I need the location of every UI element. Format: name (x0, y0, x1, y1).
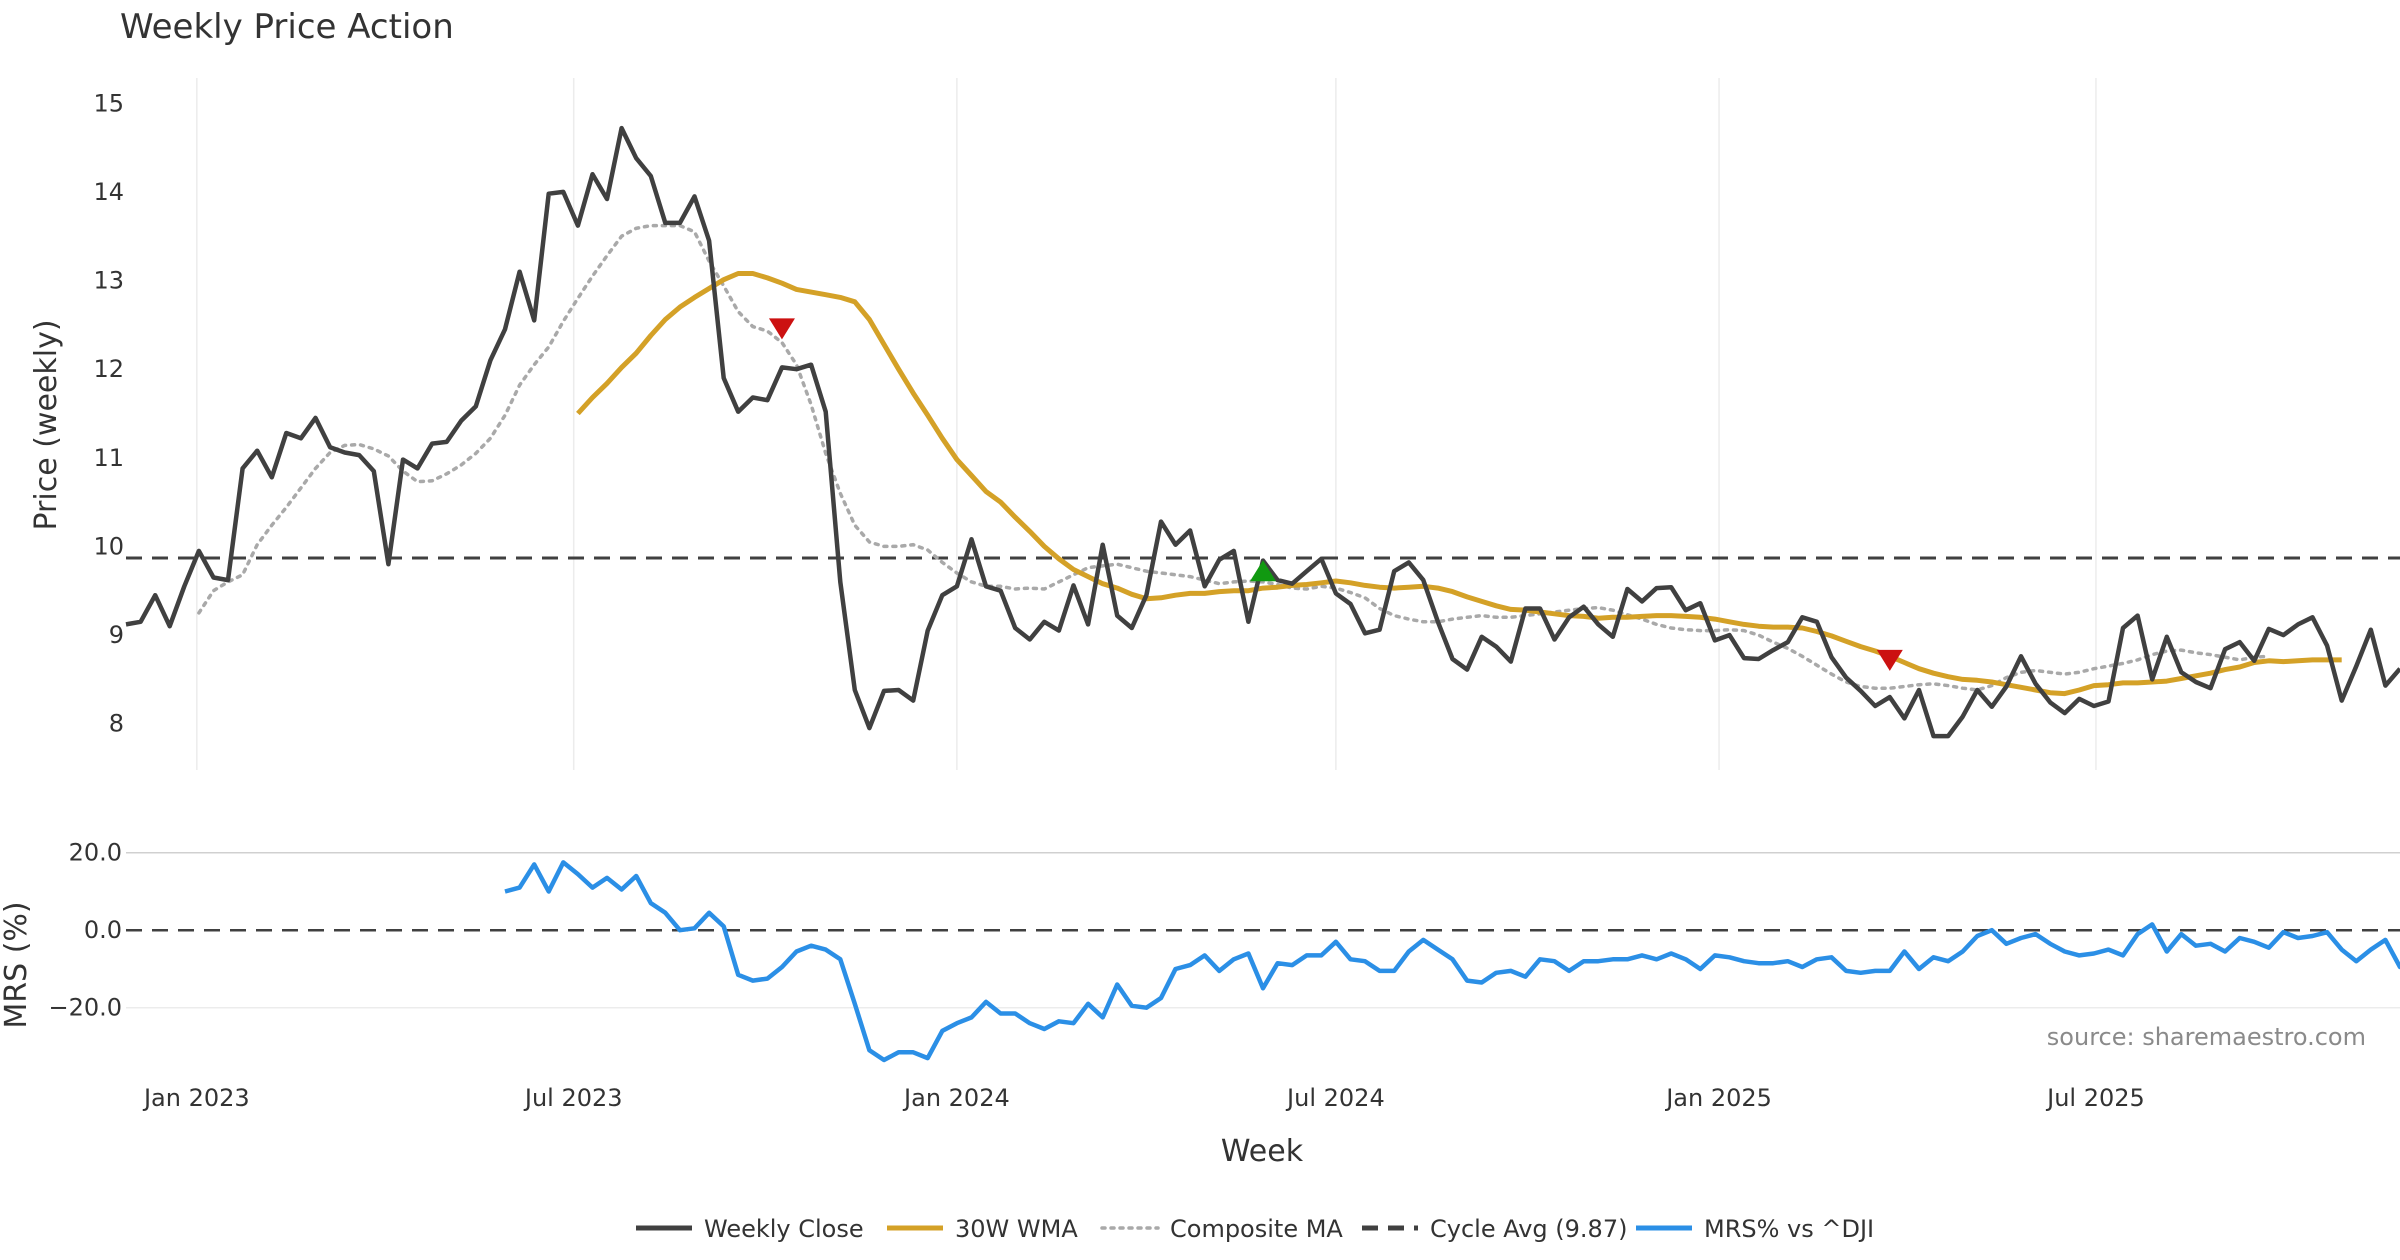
x-axis-title: Week (1221, 1134, 1304, 1169)
legend-label: Cycle Avg (9.87) (1430, 1215, 1627, 1243)
wma30-line (576, 271, 2342, 697)
composite-ma-line (197, 223, 2271, 692)
price-y-tick-label: 14 (93, 178, 124, 206)
price-y-tick-label: 9 (109, 621, 124, 649)
reference-lines (126, 556, 2400, 932)
grid-layer (126, 78, 2400, 1009)
legend: Weekly Close 30W WMA Composite MA Cycle Avg… (636, 1215, 1874, 1243)
price-y-tick-label: 10 (93, 532, 124, 560)
mrs-y-tick-label: −20.0 (48, 994, 122, 1022)
source-note: source: sharemaestro.com (2047, 1023, 2366, 1051)
tick-labels: Jan 2023 Jul 2023 Jan 2024 Jul 2024 Jan 2025… (48, 89, 2144, 1112)
sell-signal-marker (1876, 649, 1903, 671)
price-axis-title: Price (weekly) (29, 319, 64, 530)
buy-signal-marker (1250, 560, 1276, 582)
price-y-tick-label: 13 (93, 267, 124, 295)
x-tick-label: Jan 2024 (902, 1084, 1010, 1112)
weekly-close-line (125, 125, 2400, 739)
x-tick-label: Jul 2025 (2045, 1084, 2145, 1112)
sell-signal-marker (768, 318, 795, 340)
legend-label: MRS% vs ^DJI (1704, 1215, 1874, 1243)
price-y-tick-label: 8 (109, 710, 124, 738)
x-tick-label: Jan 2025 (1664, 1084, 1772, 1112)
price-y-tick-label: 11 (93, 444, 124, 472)
signal-markers (768, 318, 1903, 671)
mrs-axis-title: MRS (%) (0, 901, 34, 1028)
legend-label: 30W WMA (955, 1215, 1078, 1243)
mrs-line (504, 860, 2400, 1063)
legend-label: Weekly Close (704, 1215, 864, 1243)
mrs-y-tick-label: 0.0 (84, 916, 122, 944)
x-tick-label: Jul 2023 (523, 1084, 623, 1112)
x-tick-label: Jul 2024 (1285, 1084, 1385, 1112)
x-tick-label: Jan 2023 (142, 1084, 250, 1112)
price-y-tick-label: 12 (93, 355, 124, 383)
price-y-tick-label: 15 (93, 89, 124, 117)
mrs-y-tick-label: 20.0 (69, 839, 122, 867)
series-layer (125, 125, 2400, 1063)
legend-label: Composite MA (1170, 1215, 1343, 1243)
chart-title: Weekly Price Action (120, 7, 454, 47)
